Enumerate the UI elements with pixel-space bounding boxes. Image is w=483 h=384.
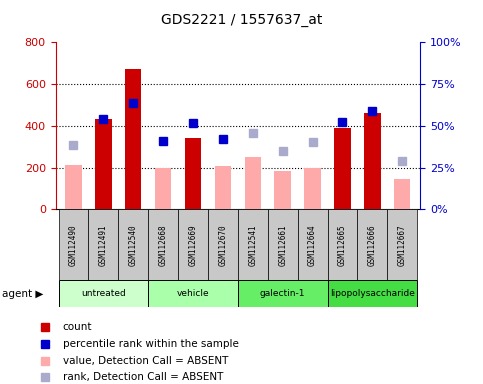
Text: percentile rank within the sample: percentile rank within the sample: [63, 339, 239, 349]
Bar: [334, 128, 351, 209]
Bar: [155, 167, 171, 209]
Text: GSM112668: GSM112668: [158, 224, 168, 266]
Bar: [364, 113, 381, 209]
Text: GSM112669: GSM112669: [188, 224, 198, 266]
Bar: [125, 70, 142, 209]
Bar: [298, 209, 327, 280]
Text: GSM112670: GSM112670: [218, 224, 227, 266]
Bar: [58, 209, 88, 280]
Text: GSM112540: GSM112540: [129, 224, 138, 266]
Text: GSM112491: GSM112491: [99, 224, 108, 266]
Text: GSM112664: GSM112664: [308, 224, 317, 266]
Text: count: count: [63, 322, 92, 332]
Text: lipopolysaccharide: lipopolysaccharide: [330, 289, 415, 298]
Text: galectin-1: galectin-1: [260, 289, 305, 298]
Bar: [215, 167, 231, 209]
Text: GSM112490: GSM112490: [69, 224, 78, 266]
Bar: [148, 209, 178, 280]
Text: untreated: untreated: [81, 289, 126, 298]
Text: vehicle: vehicle: [177, 289, 209, 298]
Text: GSM112666: GSM112666: [368, 224, 377, 266]
Text: rank, Detection Call = ABSENT: rank, Detection Call = ABSENT: [63, 372, 223, 382]
Bar: [357, 209, 387, 280]
Bar: [327, 280, 417, 307]
Text: GSM112667: GSM112667: [398, 224, 407, 266]
Bar: [58, 280, 148, 307]
Bar: [148, 280, 238, 307]
Bar: [268, 209, 298, 280]
Bar: [208, 209, 238, 280]
Bar: [394, 179, 411, 209]
Bar: [178, 209, 208, 280]
Text: GSM112661: GSM112661: [278, 224, 287, 266]
Text: value, Detection Call = ABSENT: value, Detection Call = ABSENT: [63, 356, 228, 366]
Text: GDS2221 / 1557637_at: GDS2221 / 1557637_at: [161, 13, 322, 27]
Bar: [238, 280, 327, 307]
Bar: [185, 138, 201, 209]
Bar: [274, 171, 291, 209]
Bar: [65, 166, 82, 209]
Bar: [95, 119, 112, 209]
Bar: [244, 157, 261, 209]
Text: GSM112665: GSM112665: [338, 224, 347, 266]
Text: agent ▶: agent ▶: [2, 289, 44, 299]
Bar: [118, 209, 148, 280]
Bar: [327, 209, 357, 280]
Bar: [88, 209, 118, 280]
Bar: [387, 209, 417, 280]
Bar: [238, 209, 268, 280]
Bar: [304, 168, 321, 209]
Text: GSM112541: GSM112541: [248, 224, 257, 266]
